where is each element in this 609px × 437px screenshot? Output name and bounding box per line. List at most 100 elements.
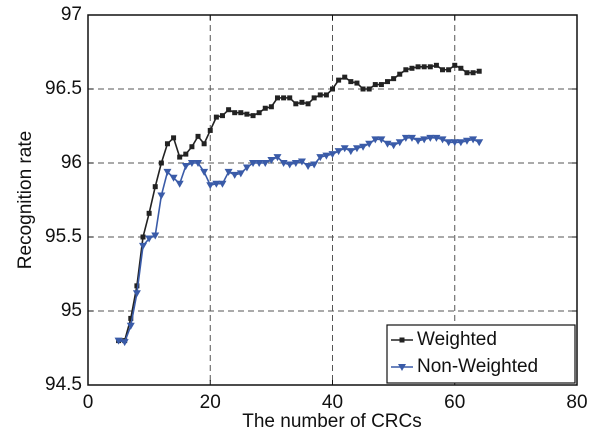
point <box>195 133 201 139</box>
x-tick-label: 40 <box>322 392 343 413</box>
point <box>359 143 368 151</box>
point <box>456 139 465 147</box>
point <box>415 64 421 70</box>
point <box>438 136 447 144</box>
point <box>401 134 410 142</box>
y-tick-label: 94.5 <box>45 374 82 395</box>
point <box>126 322 135 330</box>
point <box>354 80 360 86</box>
point <box>267 157 276 165</box>
point <box>389 142 398 150</box>
point <box>446 67 452 73</box>
point <box>152 184 158 190</box>
point <box>213 114 219 120</box>
point <box>242 164 251 172</box>
point <box>462 137 471 145</box>
plot-frame <box>87 14 578 386</box>
point <box>114 337 123 345</box>
point <box>175 180 184 188</box>
point <box>458 65 464 71</box>
point <box>157 192 166 200</box>
y-tick-label: 95 <box>61 300 82 321</box>
point <box>322 152 331 160</box>
series-line <box>118 64 480 342</box>
x-axis-label: The number of CRCs <box>242 411 422 432</box>
point <box>372 82 378 88</box>
point <box>279 160 288 167</box>
point <box>177 154 183 160</box>
point <box>285 161 294 169</box>
point <box>194 160 203 167</box>
point <box>201 141 207 147</box>
point <box>256 110 262 116</box>
point <box>250 113 256 119</box>
point <box>120 339 129 347</box>
point <box>287 95 293 101</box>
point <box>171 135 177 141</box>
point <box>310 161 319 169</box>
y-tick-label: 97 <box>61 4 82 25</box>
point <box>383 140 392 148</box>
point <box>398 364 406 371</box>
point <box>476 68 482 74</box>
point <box>336 77 342 83</box>
point <box>328 151 337 159</box>
point <box>226 107 232 113</box>
point <box>470 70 476 76</box>
point <box>207 127 213 133</box>
point <box>274 95 280 101</box>
point <box>348 79 354 85</box>
point <box>212 180 221 188</box>
point <box>293 101 299 107</box>
point <box>342 74 348 80</box>
point <box>317 92 323 98</box>
point <box>346 148 355 156</box>
y-axis-label: Recognition rate <box>15 131 36 269</box>
point <box>469 136 478 144</box>
point <box>407 134 416 142</box>
point <box>366 86 372 92</box>
point <box>414 137 423 145</box>
point <box>385 79 391 85</box>
point <box>305 101 311 107</box>
point <box>281 95 287 101</box>
point <box>421 64 427 70</box>
legend-label: Weighted <box>417 329 497 350</box>
point <box>181 162 190 170</box>
point <box>163 168 172 176</box>
y-tick-label: 96 <box>61 152 82 173</box>
point <box>218 180 227 188</box>
point <box>238 110 244 116</box>
point <box>255 160 264 167</box>
point <box>330 86 335 92</box>
point <box>139 242 148 250</box>
point <box>304 162 313 170</box>
point <box>311 95 317 101</box>
point <box>450 139 459 147</box>
point <box>249 160 258 167</box>
point <box>183 151 189 157</box>
point <box>189 144 195 150</box>
y-tick-label: 95.5 <box>45 226 82 247</box>
point <box>140 234 146 240</box>
point <box>391 76 397 82</box>
x-tick-label: 0 <box>83 392 94 413</box>
point <box>232 110 238 116</box>
point <box>291 160 300 167</box>
point <box>268 104 274 110</box>
point <box>403 67 409 73</box>
point <box>378 82 384 88</box>
point <box>409 65 415 71</box>
point <box>273 154 282 162</box>
point <box>420 136 429 144</box>
point <box>200 168 209 176</box>
point <box>236 170 245 178</box>
point <box>464 70 470 76</box>
point <box>444 139 453 147</box>
point <box>146 210 152 216</box>
legend-box <box>386 324 576 384</box>
legend: Weighted Non-Weighted <box>386 324 576 384</box>
point <box>169 174 178 182</box>
point <box>299 99 305 105</box>
point <box>395 139 404 147</box>
